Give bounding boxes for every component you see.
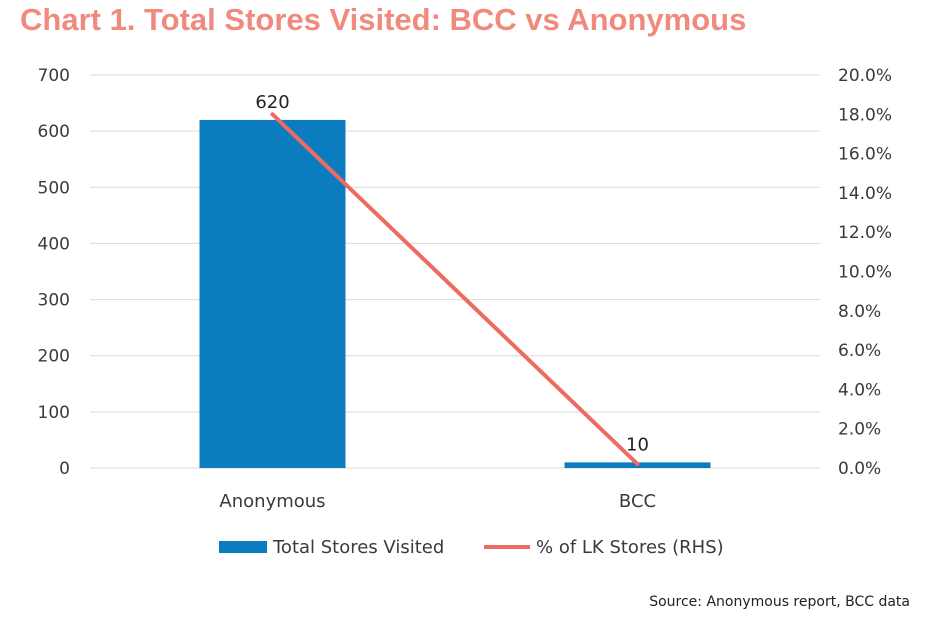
- bar: [199, 119, 346, 469]
- left-tick-label: 400: [38, 234, 70, 254]
- bar-series: [199, 119, 711, 469]
- left-tick-label: 200: [38, 347, 70, 367]
- right-tick-label: 2.0%: [838, 420, 881, 440]
- left-tick-label: 300: [38, 291, 70, 311]
- left-tick-label: 500: [38, 178, 70, 198]
- bar-data-label: 620: [255, 92, 289, 113]
- category-label: BCC: [619, 491, 656, 512]
- right-axis-ticks: 0.0% 2.0% 4.0% 6.0% 8.0% 10.0% 12.0% 14.0% 16.0%…: [838, 66, 892, 479]
- legend-swatch-bar: [219, 541, 267, 553]
- right-tick-label: 14.0%: [838, 184, 892, 204]
- left-axis-ticks: 0 100 200 300 400 500 600 700: [38, 66, 70, 479]
- left-tick-label: 100: [38, 403, 70, 423]
- data-labels: 620 10: [255, 92, 649, 455]
- right-tick-label: 6.0%: [838, 341, 881, 361]
- legend: Total Stores Visited % of LK Stores (RHS): [219, 537, 724, 558]
- line-path: [270, 112, 640, 467]
- source-note: Source: Anonymous report, BCC data: [649, 594, 910, 610]
- line-series: [270, 112, 640, 467]
- chart-title: Chart 1. Total Stores Visited: BCC vs An…: [20, 2, 747, 37]
- right-tick-label: 8.0%: [838, 302, 881, 322]
- left-tick-label: 600: [38, 122, 70, 142]
- legend-label-bar: Total Stores Visited: [272, 537, 444, 558]
- left-tick-label: 700: [38, 66, 70, 86]
- category-labels: Anonymous BCC: [219, 491, 656, 512]
- legend-label-line: % of LK Stores (RHS): [536, 537, 724, 558]
- right-tick-label: 18.0%: [838, 105, 892, 125]
- bar-data-label: 10: [626, 434, 649, 455]
- right-tick-label: 0.0%: [838, 459, 881, 479]
- left-tick-label: 0: [59, 459, 70, 479]
- right-tick-label: 4.0%: [838, 380, 881, 400]
- right-tick-label: 20.0%: [838, 66, 892, 86]
- right-tick-label: 16.0%: [838, 145, 892, 165]
- category-label: Anonymous: [219, 491, 325, 512]
- right-tick-label: 10.0%: [838, 263, 892, 283]
- right-tick-label: 12.0%: [838, 223, 892, 243]
